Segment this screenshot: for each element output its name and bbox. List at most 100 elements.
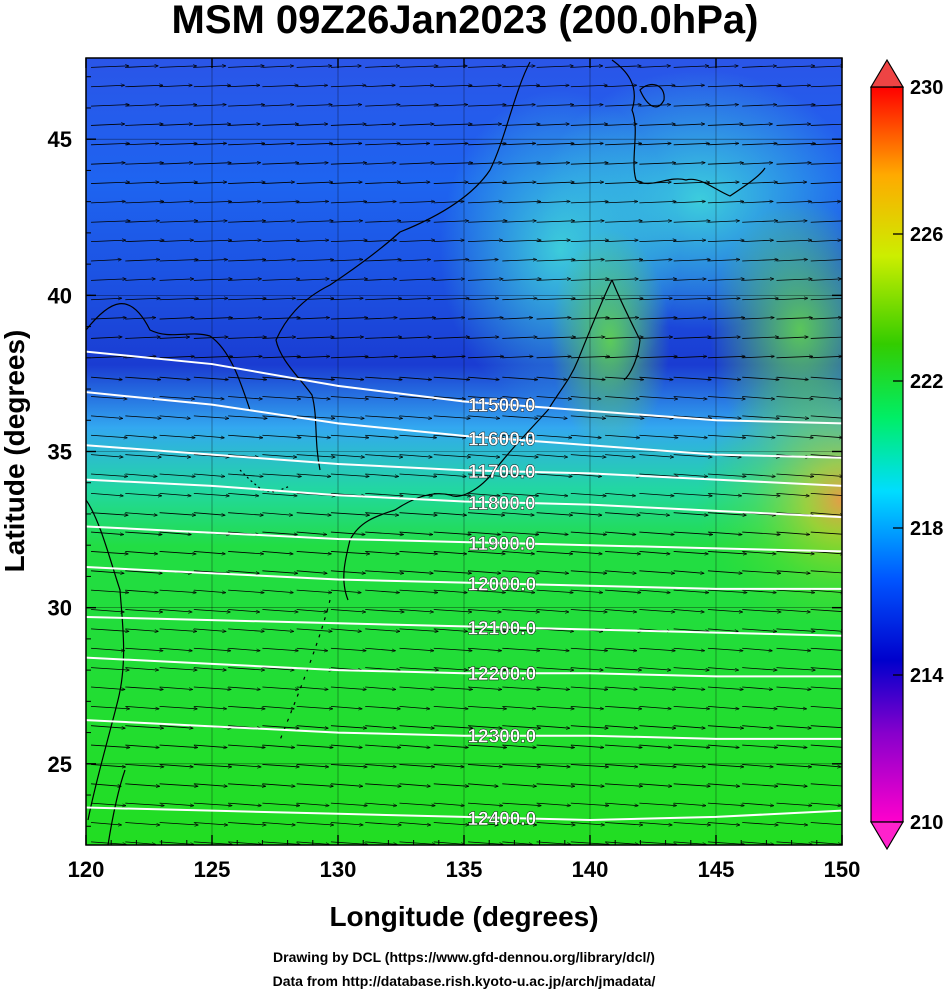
wind-arrow bbox=[193, 783, 227, 787]
wind-arrow bbox=[159, 764, 194, 767]
wind-arrow bbox=[262, 802, 299, 806]
wind-arrow bbox=[639, 337, 672, 339]
wind-arrow bbox=[570, 182, 604, 184]
wind-arrow bbox=[125, 473, 157, 477]
wind-arrow bbox=[330, 163, 367, 165]
wind-arrow bbox=[468, 454, 500, 458]
wind-arrow bbox=[91, 434, 127, 438]
wind-arrow bbox=[570, 589, 603, 593]
wind-arrow bbox=[468, 725, 502, 729]
wind-arrow bbox=[330, 221, 363, 223]
wind-arrow bbox=[502, 647, 539, 651]
wind-arrow bbox=[159, 318, 194, 320]
wind-arrow bbox=[433, 163, 473, 165]
wind-arrow bbox=[91, 396, 127, 400]
wind-arrow bbox=[673, 298, 711, 300]
wind-arrow bbox=[502, 628, 535, 632]
wind-arrow bbox=[159, 201, 193, 203]
wind-arrow bbox=[433, 705, 468, 709]
wind-arrow bbox=[125, 66, 158, 68]
wind-arrow bbox=[776, 783, 807, 787]
wind-arrow bbox=[673, 318, 707, 320]
wind-arrow bbox=[810, 376, 842, 380]
wind-arrow bbox=[536, 356, 572, 358]
x-tick-label: 125 bbox=[194, 857, 231, 882]
wind-arrow bbox=[673, 434, 708, 438]
wind-arrow bbox=[159, 337, 190, 339]
wind-arrow bbox=[228, 705, 265, 709]
wind-arrow bbox=[91, 551, 128, 554]
wind-arrow bbox=[605, 667, 641, 671]
wind-arrow bbox=[707, 201, 744, 203]
wind-arrow bbox=[673, 279, 706, 281]
wind-arrow bbox=[536, 473, 573, 477]
wind-arrow bbox=[365, 318, 397, 320]
wind-arrow bbox=[468, 589, 505, 593]
wind-arrow bbox=[433, 744, 469, 748]
wind-arrow bbox=[433, 764, 464, 767]
wind-arrow bbox=[262, 822, 295, 826]
wind-arrow bbox=[468, 201, 502, 203]
wind-arrow bbox=[433, 376, 470, 380]
wind-arrow bbox=[91, 589, 129, 593]
wind-arrow bbox=[605, 764, 638, 767]
wind-arrow bbox=[193, 822, 228, 826]
wind-arrow bbox=[228, 279, 261, 281]
wind-arrow bbox=[742, 492, 780, 496]
wind-arrow bbox=[228, 822, 266, 826]
wind-arrow bbox=[502, 705, 535, 709]
wind-arrow bbox=[433, 105, 468, 107]
wind-arrow bbox=[673, 744, 710, 748]
contour-line bbox=[86, 444, 842, 487]
wind-arrow bbox=[193, 182, 227, 184]
wind-arrow bbox=[330, 512, 369, 516]
wind-arrow bbox=[228, 356, 262, 358]
wind-arrow bbox=[673, 551, 709, 554]
wind-arrow bbox=[536, 647, 570, 651]
wind-arrow bbox=[262, 531, 297, 535]
wind-arrow bbox=[536, 240, 571, 242]
wind-arrow bbox=[159, 259, 198, 261]
wind-arrow bbox=[193, 686, 231, 690]
wind-arrow bbox=[433, 221, 469, 223]
wind-arrow bbox=[159, 163, 193, 165]
wind-arrow bbox=[502, 376, 537, 380]
wind-arrow bbox=[91, 512, 128, 516]
wind-arrow bbox=[570, 512, 602, 516]
wind-arrow bbox=[776, 764, 811, 767]
wind-arrow bbox=[502, 279, 541, 281]
wind-arrow bbox=[639, 279, 676, 281]
wind-arrow bbox=[296, 240, 329, 242]
wind-arrow bbox=[639, 822, 672, 826]
contour-label: 12200.0 bbox=[467, 664, 536, 685]
coast-taiwan bbox=[107, 769, 126, 845]
wind-arrow bbox=[502, 783, 536, 787]
wind-arrow bbox=[810, 279, 842, 281]
wind-arrow bbox=[536, 531, 569, 535]
wind-arrow bbox=[639, 66, 670, 68]
wind-arrow bbox=[707, 221, 739, 223]
wind-arrow bbox=[365, 551, 399, 554]
wind-arrow bbox=[433, 279, 465, 281]
wind-arrow bbox=[399, 802, 435, 806]
wind-arrow bbox=[605, 259, 643, 261]
wind-arrow bbox=[468, 551, 505, 554]
wind-arrow bbox=[125, 105, 158, 107]
wind-arrow bbox=[468, 259, 498, 261]
wind-arrow bbox=[330, 396, 368, 400]
wind-arrow bbox=[776, 298, 807, 300]
wind-arrow bbox=[91, 492, 123, 496]
wind-arrow bbox=[810, 396, 842, 400]
wind-arrow bbox=[262, 201, 299, 203]
wind-arrow bbox=[296, 85, 328, 87]
wind-arrow bbox=[399, 124, 433, 126]
wind-arrow bbox=[570, 356, 610, 358]
wind-arrow bbox=[399, 647, 433, 651]
wind-arrow bbox=[673, 85, 705, 87]
wind-arrow bbox=[399, 686, 434, 690]
wind-arrow bbox=[810, 240, 841, 242]
colorbar-tick-label: 230 bbox=[910, 77, 943, 99]
wind-arrow bbox=[159, 298, 199, 300]
wind-arrow bbox=[776, 259, 807, 261]
colorbar-tick-label: 222 bbox=[910, 371, 943, 393]
